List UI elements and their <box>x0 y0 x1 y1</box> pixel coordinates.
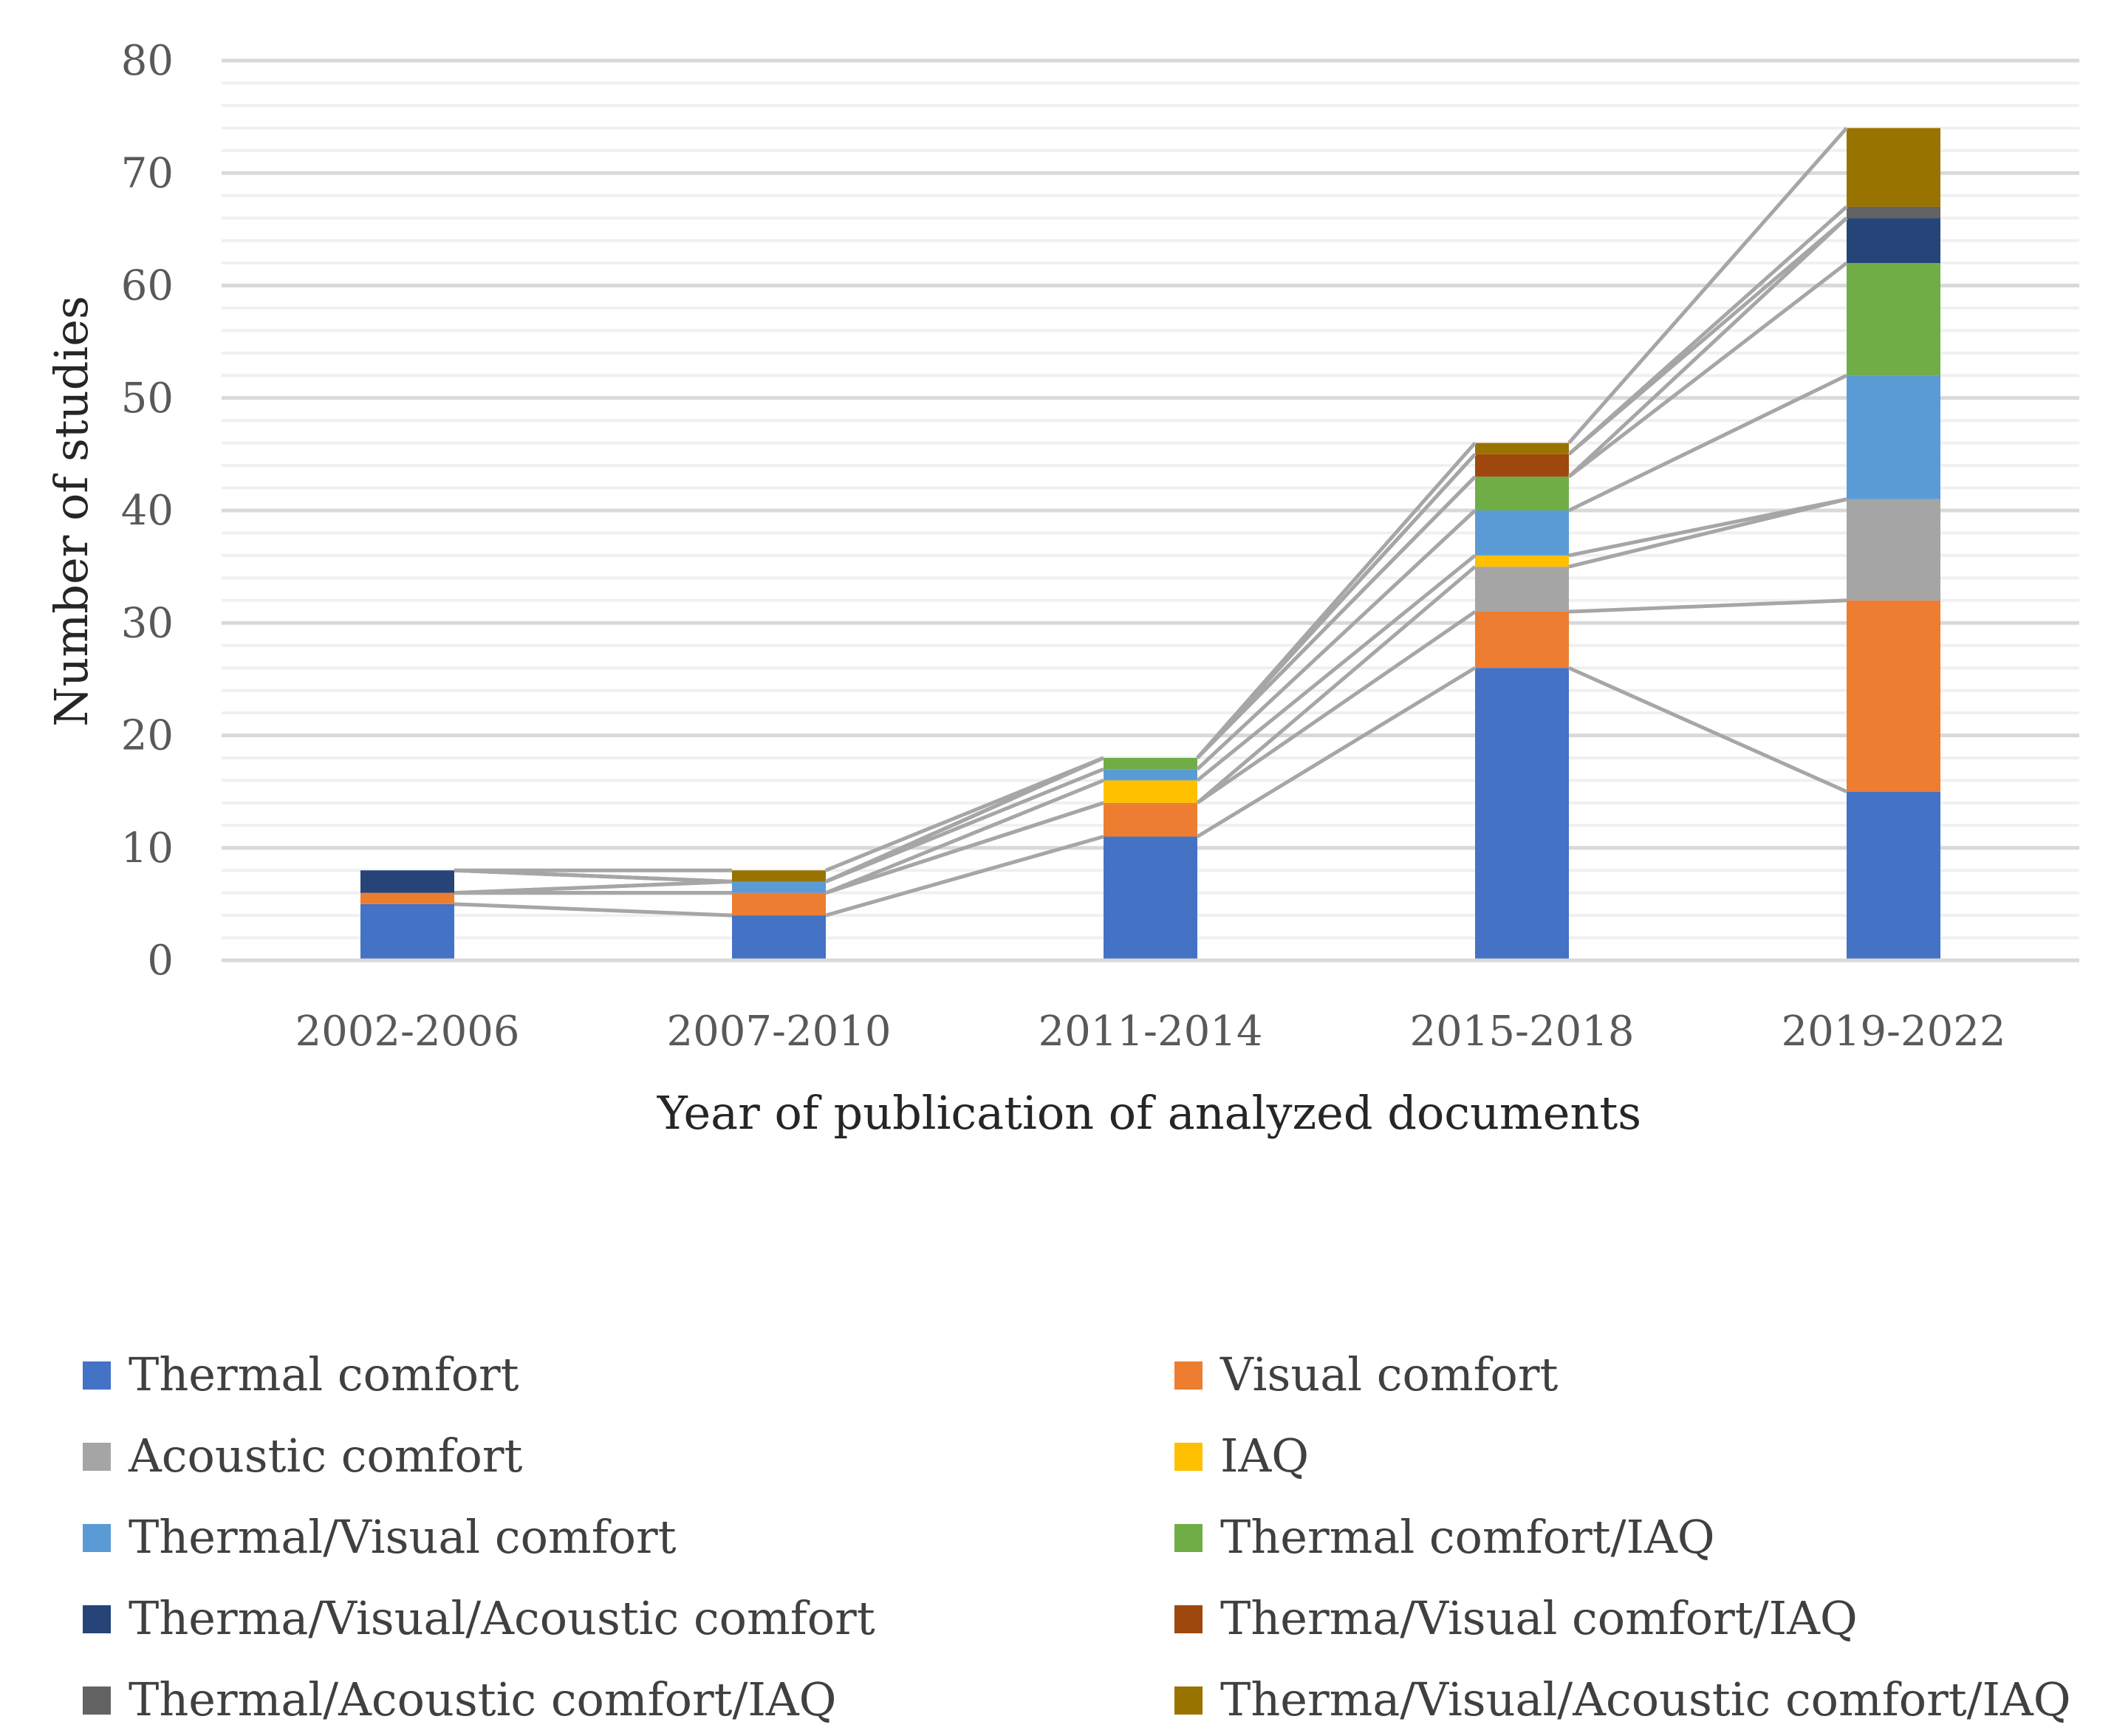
y-tick-label: 10 <box>121 824 174 872</box>
series-line <box>1196 475 1477 759</box>
y-tick-label: 60 <box>121 262 174 310</box>
series-line <box>454 868 733 884</box>
bar-segment <box>1847 206 1940 219</box>
series-line <box>825 779 1104 895</box>
x-tick-label: 2019-2022 <box>1782 1008 2006 1056</box>
series-line <box>1196 441 1477 759</box>
series-line <box>1567 374 1848 513</box>
y-axis-title: Number of studies <box>44 295 98 726</box>
bar-segment <box>1475 555 1569 567</box>
bar-segment <box>1847 375 1940 499</box>
bar-segment <box>1104 802 1197 837</box>
y-tick-label: 0 <box>147 937 174 985</box>
bar-segment <box>1475 612 1569 669</box>
x-axis-title: Year of publication of analyzed document… <box>657 1086 1641 1140</box>
y-axis-ticks: 0 10 20 30 40 50 60 70 80 <box>121 37 174 985</box>
legend-swatch <box>1174 1687 1203 1715</box>
x-tick-label: 2002-2006 <box>295 1008 520 1056</box>
x-axis-ticks: 2002-2006 2007-2010 2011-2014 2015-2018 2019… <box>295 1008 2006 1056</box>
series-line <box>1567 262 1848 479</box>
bar-segment <box>1104 769 1197 781</box>
legend-label: Thermal/Visual comfort <box>129 1510 677 1564</box>
legend-label: Thermal comfort/IAQ <box>1220 1510 1715 1564</box>
bar-segment <box>1847 791 1940 960</box>
x-tick-label: 2015-2018 <box>1410 1008 1635 1056</box>
series-line <box>1567 666 1848 793</box>
bar-segment <box>1847 600 1940 792</box>
series-line <box>454 879 733 895</box>
bar-segment <box>732 915 826 960</box>
bar-segment <box>360 870 454 893</box>
bar-segment <box>732 881 826 893</box>
legend-swatch <box>83 1524 111 1552</box>
series-line <box>1196 666 1477 838</box>
legend-swatch <box>83 1361 111 1390</box>
bar-segment <box>1104 780 1197 803</box>
bar-segment <box>360 892 454 904</box>
bar-segment <box>1847 499 1940 601</box>
series-line <box>825 756 1104 872</box>
series-line <box>1567 205 1848 456</box>
y-tick-label: 20 <box>121 712 174 760</box>
bar-segment <box>1475 567 1569 612</box>
legend-label: IAQ <box>1220 1429 1309 1483</box>
legend-swatch <box>1174 1605 1203 1633</box>
bar-segment <box>1475 476 1569 510</box>
bar-segment <box>1475 454 1569 477</box>
legend-label: Therma/Visual comfort/IAQ <box>1220 1591 1858 1645</box>
bar-segment <box>1847 218 1940 264</box>
legend-label: Thermal comfort <box>129 1347 519 1401</box>
bar-segment <box>732 892 826 916</box>
bar-segment <box>1475 668 1569 960</box>
legend-swatch <box>83 1687 111 1715</box>
legend-label: Therma/Visual/Acoustic comfort/IAQ <box>1220 1672 2071 1726</box>
series-line <box>1568 598 1847 614</box>
legend-swatch <box>1174 1524 1203 1552</box>
y-tick-label: 70 <box>121 149 174 197</box>
bars <box>360 128 1940 960</box>
bar-segment <box>360 903 454 960</box>
legend-swatch <box>83 1443 111 1471</box>
y-tick-label: 30 <box>121 599 174 647</box>
legend-label: Therma/Visual/Acoustic comfort <box>129 1591 875 1645</box>
legend-swatch <box>1174 1443 1203 1471</box>
bar-segment <box>732 870 826 882</box>
series-line <box>1196 509 1477 771</box>
legend: Thermal comfort Visual comfort Acoustic co… <box>83 1347 2071 1726</box>
y-tick-label: 80 <box>121 37 174 85</box>
gridlines <box>222 58 2079 940</box>
legend-swatch <box>1174 1361 1203 1390</box>
series-line <box>454 902 733 917</box>
bar-segment <box>1104 757 1197 770</box>
legend-label: Visual comfort <box>1220 1347 1559 1401</box>
legend-label: Thermal/Acoustic comfort/IAQ <box>129 1672 837 1726</box>
bar-segment <box>1847 128 1940 207</box>
legend-label: Acoustic comfort <box>128 1429 523 1483</box>
bar-segment <box>1847 263 1940 376</box>
bar-segment <box>1475 510 1569 556</box>
series-line <box>825 835 1104 917</box>
bar-segment <box>1475 442 1569 454</box>
series-lines <box>454 126 1848 917</box>
series-line <box>1567 126 1848 445</box>
series-line <box>1196 553 1477 782</box>
series-line <box>1196 565 1477 804</box>
series-line <box>1196 609 1477 804</box>
legend-swatch <box>83 1605 111 1633</box>
series-line <box>1568 497 1847 558</box>
x-tick-label: 2011-2014 <box>1039 1008 1263 1056</box>
y-tick-label: 40 <box>121 487 174 535</box>
series-line <box>1567 216 1848 479</box>
x-tick-label: 2007-2010 <box>667 1008 892 1056</box>
bar-segment <box>1104 836 1197 960</box>
y-tick-label: 50 <box>121 375 174 423</box>
series-line <box>825 801 1104 895</box>
